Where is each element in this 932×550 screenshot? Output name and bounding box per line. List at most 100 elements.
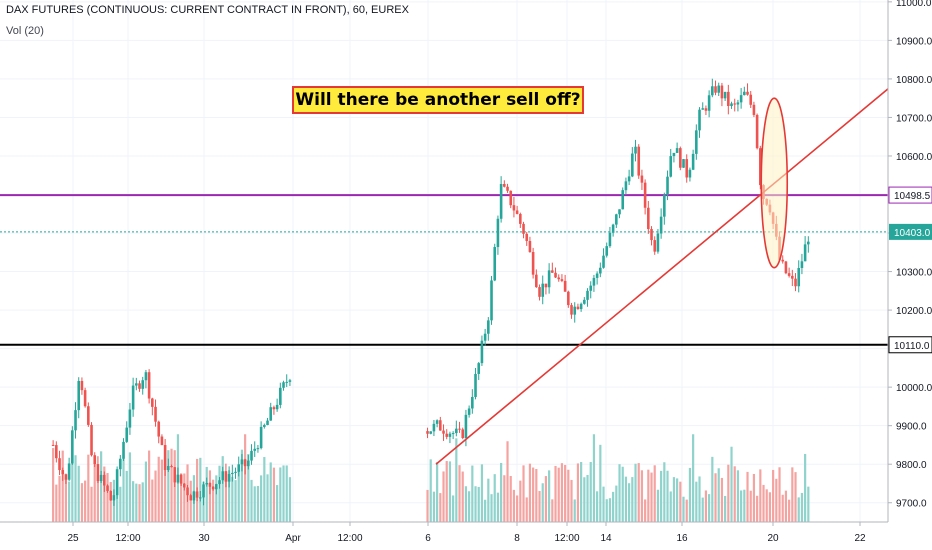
volume-bar xyxy=(608,498,612,522)
candle-body xyxy=(237,464,241,472)
candle-body xyxy=(240,459,244,465)
time-tick-label: 30 xyxy=(198,533,210,544)
price-axis: 9700.09800.09900.010000.010100.010200.01… xyxy=(887,0,932,550)
candle-body xyxy=(125,427,129,442)
candle-body xyxy=(599,267,602,274)
time-tick-label: 12:00 xyxy=(115,533,140,544)
volume-bar xyxy=(240,449,244,522)
candle-body xyxy=(691,153,695,170)
candle-body xyxy=(432,423,436,432)
volume-bar xyxy=(765,489,768,522)
volume-bar xyxy=(660,470,663,522)
volume-bar xyxy=(250,479,253,522)
candle-body xyxy=(208,482,212,487)
volume-bar xyxy=(458,465,461,522)
candle-body xyxy=(583,299,586,304)
candle-body xyxy=(704,108,708,111)
candle-body xyxy=(531,252,535,275)
volume-bar xyxy=(541,483,544,522)
candle-body xyxy=(666,176,669,195)
candle-body xyxy=(560,279,564,281)
annotation-callout[interactable]: Will there be another sell off? xyxy=(292,86,584,114)
time-tick-label: 14 xyxy=(600,533,612,544)
candle-body xyxy=(512,205,516,211)
candle-body xyxy=(611,224,615,233)
volume-bar xyxy=(557,467,560,522)
candle-body xyxy=(487,320,490,334)
volume-bar xyxy=(807,486,810,522)
candle-body xyxy=(474,373,477,397)
candle-body xyxy=(688,169,692,178)
volume-bar xyxy=(263,457,266,522)
candle-body xyxy=(205,482,209,485)
candle-body xyxy=(711,86,714,96)
candle-body xyxy=(458,428,461,430)
candle-body xyxy=(656,233,660,252)
volume-bar xyxy=(84,480,87,522)
volume-bar xyxy=(743,489,746,522)
volume-bar xyxy=(471,465,474,522)
candle-body xyxy=(579,303,583,310)
volume-bar xyxy=(720,477,724,522)
candle-body xyxy=(426,431,429,434)
candle-body xyxy=(605,246,609,256)
volume-bar xyxy=(538,490,541,522)
volume-bar xyxy=(772,469,775,522)
candle-body xyxy=(170,465,173,468)
volume-bar xyxy=(279,467,282,522)
candle-body xyxy=(739,95,743,103)
volume-bar xyxy=(756,495,759,522)
candle-body xyxy=(215,484,218,490)
candle-body xyxy=(541,283,545,297)
volume-bar xyxy=(218,465,221,522)
time-axis: 25 12:00 30 Apr 12:00 6 8 12:00 14 16 20 22 xyxy=(0,521,932,550)
volume-bar xyxy=(100,451,103,522)
candle-body xyxy=(567,291,570,306)
volume-bar xyxy=(548,470,551,522)
volume-bar xyxy=(544,476,548,522)
resistance-price-tag xyxy=(888,186,932,204)
trendline xyxy=(435,78,901,465)
volume-bar xyxy=(688,467,692,522)
volume-bar xyxy=(554,465,557,522)
candle-body xyxy=(279,387,282,405)
candle-body xyxy=(227,474,231,482)
time-tick-label: 25 xyxy=(67,533,79,544)
candle-body xyxy=(794,278,797,287)
volume-bar xyxy=(61,450,64,522)
volume-bar xyxy=(442,471,445,522)
volume-bar xyxy=(426,489,429,522)
candle-body xyxy=(275,404,279,410)
volume-bar xyxy=(551,499,554,522)
candle-body xyxy=(797,267,801,287)
volume-bar xyxy=(695,481,698,522)
candle-body xyxy=(64,474,68,480)
volume-bar xyxy=(231,476,234,522)
volume-bar xyxy=(500,462,503,522)
candle-body xyxy=(727,91,730,107)
volume-bar xyxy=(618,464,621,522)
support-price-tag-label: 10110.0 xyxy=(894,341,930,352)
volume-bar xyxy=(752,473,756,522)
candle-body xyxy=(535,274,538,288)
volume-bar xyxy=(621,466,624,522)
time-axis-background xyxy=(0,522,932,550)
candle-body xyxy=(51,444,55,446)
candle-body xyxy=(253,448,257,451)
candle-body xyxy=(659,216,663,234)
volume-bar xyxy=(80,483,84,522)
volume-bar xyxy=(784,490,788,522)
volume-bar xyxy=(487,478,490,522)
time-tick-label: Apr xyxy=(285,533,301,544)
volume-bar xyxy=(528,463,532,522)
candle-body xyxy=(669,156,673,177)
volume-bar xyxy=(432,491,436,522)
volume-bar xyxy=(90,486,93,522)
candle-body xyxy=(528,240,532,253)
candle-body xyxy=(634,146,637,154)
time-tick-label: 16 xyxy=(676,533,688,544)
volume-bar xyxy=(64,478,68,522)
volume-bar xyxy=(535,469,538,522)
candle-body xyxy=(445,433,449,437)
